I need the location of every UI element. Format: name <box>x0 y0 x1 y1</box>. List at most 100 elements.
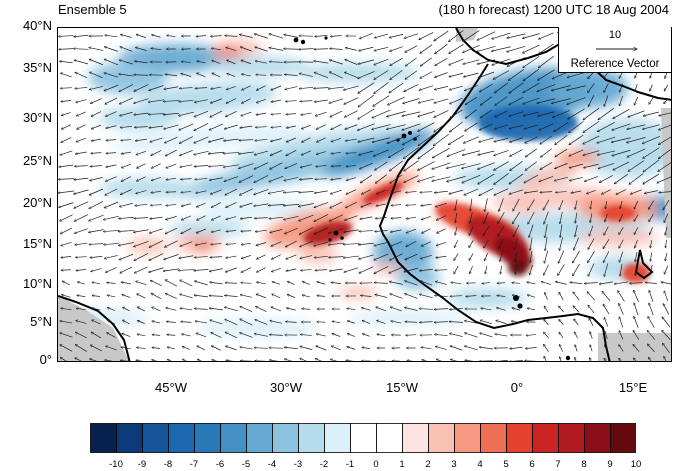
wind-vector-arrow <box>450 346 463 351</box>
wind-vector-arrow <box>464 333 478 338</box>
wind-vector-arrow <box>558 250 565 264</box>
wind-vector-arrow <box>421 203 432 206</box>
wind-vector-arrow <box>390 241 403 247</box>
islands <box>293 36 571 361</box>
wind-vector-arrow <box>122 307 130 312</box>
wind-vector-arrow <box>195 242 207 245</box>
colorbar-swatch <box>142 423 169 453</box>
wind-vector-arrow <box>298 203 314 206</box>
wind-vector-arrow <box>119 202 133 206</box>
colorbar-swatch <box>480 423 507 453</box>
wind-vector-arrow <box>634 303 639 316</box>
wind-vector-arrow <box>462 163 481 169</box>
wind-vector-arrow <box>419 85 434 91</box>
wind-vector-arrow <box>642 124 660 129</box>
colorbar-tick-label: 3 <box>451 459 457 470</box>
colorbar-tick-label: -1 <box>345 459 355 470</box>
wind-vector-arrow <box>89 72 103 79</box>
wind-vector-arrow <box>197 346 206 351</box>
wind-vector-arrow <box>559 344 564 352</box>
colorbar-tick-label: -10 <box>109 459 123 470</box>
wind-vector-arrow <box>662 330 671 341</box>
wind-vector-arrow <box>331 138 342 141</box>
wind-vector-arrow <box>136 150 147 154</box>
colorbar-swatch <box>324 423 351 453</box>
wind-vector-arrow <box>151 35 161 38</box>
wind-vector-arrow <box>449 322 463 323</box>
wind-vector-arrow <box>134 84 149 92</box>
wind-vector-arrow <box>601 189 611 195</box>
wind-vector-arrow <box>121 282 132 285</box>
wind-vector-arrow <box>197 73 206 78</box>
wind-vector-arrow <box>374 70 389 80</box>
wind-vector-arrow <box>271 241 282 247</box>
wind-vector-arrow <box>405 70 418 80</box>
wind-vector-arrow <box>389 46 403 52</box>
wind-vector-arrow <box>152 348 161 349</box>
wind-vector-arrow <box>434 121 449 132</box>
wind-vector-arrow <box>436 359 443 361</box>
wind-vector-arrow <box>477 59 496 64</box>
wind-vector-arrow <box>574 319 579 326</box>
colorbar-swatch <box>376 423 403 453</box>
wind-vector-arrow <box>418 161 435 171</box>
wind-vector-arrow <box>480 109 492 118</box>
wind-vector-arrow <box>597 150 615 155</box>
wind-vector-arrow <box>179 123 194 130</box>
wind-vector-arrow <box>361 202 372 207</box>
wind-vector-arrow <box>300 255 313 259</box>
wind-vector-arrow <box>389 266 404 273</box>
wind-vector-arrow <box>59 164 74 167</box>
wind-vector-arrow <box>225 111 237 116</box>
wind-vector-arrow <box>224 307 238 312</box>
anomaly-blob <box>338 287 378 299</box>
wind-vector-arrow <box>544 306 549 313</box>
wind-vector-arrow <box>134 127 148 128</box>
wind-vector-arrow <box>522 33 540 39</box>
wind-vector-arrow <box>540 162 553 169</box>
wind-vector-arrow <box>211 346 221 351</box>
wind-vector-arrow <box>648 316 655 328</box>
wind-vector-arrow <box>241 242 252 244</box>
wind-vector-arrow <box>315 358 322 361</box>
wind-vector-arrow <box>454 265 459 274</box>
wind-vector-arrow <box>451 282 462 283</box>
wind-vector-arrow <box>120 126 132 127</box>
wind-vector-arrow <box>241 267 252 273</box>
wind-vector-arrow <box>377 334 386 337</box>
anomaly-blob <box>578 230 658 246</box>
wind-vector-arrow <box>105 97 118 104</box>
wind-vector-arrow <box>314 214 329 221</box>
wind-vector-arrow <box>649 290 654 302</box>
colorbar-swatch <box>116 423 143 453</box>
lat-label-15n: 15°N <box>22 236 52 251</box>
wind-vector-arrow <box>434 86 448 89</box>
wind-vector-arrow <box>286 254 297 259</box>
wind-vector-arrow <box>484 212 489 224</box>
wind-vector-arrow <box>635 84 638 91</box>
wind-vector-arrow <box>358 137 375 142</box>
wind-vector-arrow <box>195 88 208 89</box>
wind-vector-arrow <box>209 177 223 181</box>
anomaly-blob <box>396 266 440 290</box>
colorbar-tick-label: 0 <box>373 459 379 470</box>
wind-vector-arrow <box>544 356 547 361</box>
wind-vector-arrow <box>163 112 179 115</box>
wind-vector-arrow <box>405 191 417 192</box>
wind-vector-arrow <box>152 307 161 312</box>
wind-vector-arrow <box>569 149 584 156</box>
wind-vector-arrow <box>494 150 509 155</box>
wind-vector-arrow <box>530 237 533 250</box>
wind-vector-arrow <box>418 111 435 116</box>
wind-vector-arrow <box>225 36 238 37</box>
wind-vector-arrow <box>194 281 208 286</box>
wind-vector-arrow <box>573 306 580 313</box>
wind-vector-arrow <box>212 360 218 361</box>
wind-vector-arrow <box>559 332 564 339</box>
wind-vector-arrow <box>181 228 192 233</box>
wind-vector-arrow <box>492 32 511 39</box>
wind-vector-arrow <box>269 48 284 51</box>
wind-vector-arrow <box>543 344 549 353</box>
wind-vector-arrow <box>605 213 608 222</box>
wind-vector-arrow <box>523 56 540 67</box>
